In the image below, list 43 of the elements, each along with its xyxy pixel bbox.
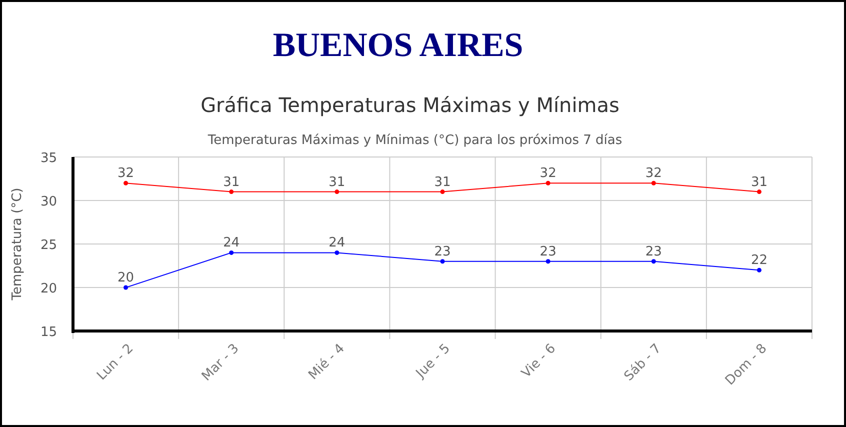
- data-label: 24: [328, 236, 346, 251]
- data-label: 32: [540, 166, 556, 182]
- data-label: 24: [223, 236, 240, 251]
- data-label: 23: [540, 244, 556, 260]
- point: [229, 250, 234, 255]
- data-label: 23: [434, 244, 451, 260]
- point: [229, 190, 234, 194]
- text: Temperaturas Máximas y Mínimas (°C) para los próximos 7 días: [206, 133, 622, 148]
- point: [440, 259, 445, 264]
- point: [124, 285, 128, 290]
- point: [334, 250, 340, 255]
- data-label: 20: [118, 270, 134, 286]
- x-tick-label: Lun - 2: [94, 341, 137, 384]
- point: [756, 190, 762, 194]
- y-tick-label: 25: [40, 238, 57, 253]
- data-label: 31: [328, 174, 346, 190]
- data-label: 23: [645, 244, 662, 260]
- y-tick-label: 15: [40, 325, 57, 340]
- x-tick-label: Mié - 4: [306, 341, 348, 383]
- data-label: 32: [118, 166, 134, 182]
- data-label: 31: [434, 174, 451, 190]
- point: [124, 180, 128, 186]
- point: [756, 268, 762, 272]
- x-tick-label: Jue - 5: [412, 341, 454, 382]
- point: [546, 180, 550, 186]
- x-tick-label: Sáb - 7: [622, 341, 664, 384]
- y-tick-label: 20: [40, 282, 57, 296]
- point: [651, 259, 656, 264]
- point: [334, 190, 340, 194]
- y-tick-label: 30: [40, 194, 57, 210]
- data-label: 22: [750, 253, 768, 268]
- point: [440, 190, 445, 194]
- chart-title: BUENOS AIRES: [272, 27, 524, 64]
- chart-subtitle: Gráfica Temperaturas Máximas y Mínimas: [200, 93, 620, 117]
- x-tick-label: Vie - 6: [518, 341, 559, 382]
- x-tick-label: Mar - 3: [199, 341, 242, 384]
- y-tick-label: 35: [40, 151, 57, 166]
- data-label: 32: [645, 166, 662, 182]
- data-label: 31: [750, 174, 768, 190]
- point: [651, 180, 656, 186]
- point: [546, 259, 550, 264]
- y-axis-title: Temperatura (°C): [10, 188, 25, 302]
- data-label: 31: [223, 174, 240, 190]
